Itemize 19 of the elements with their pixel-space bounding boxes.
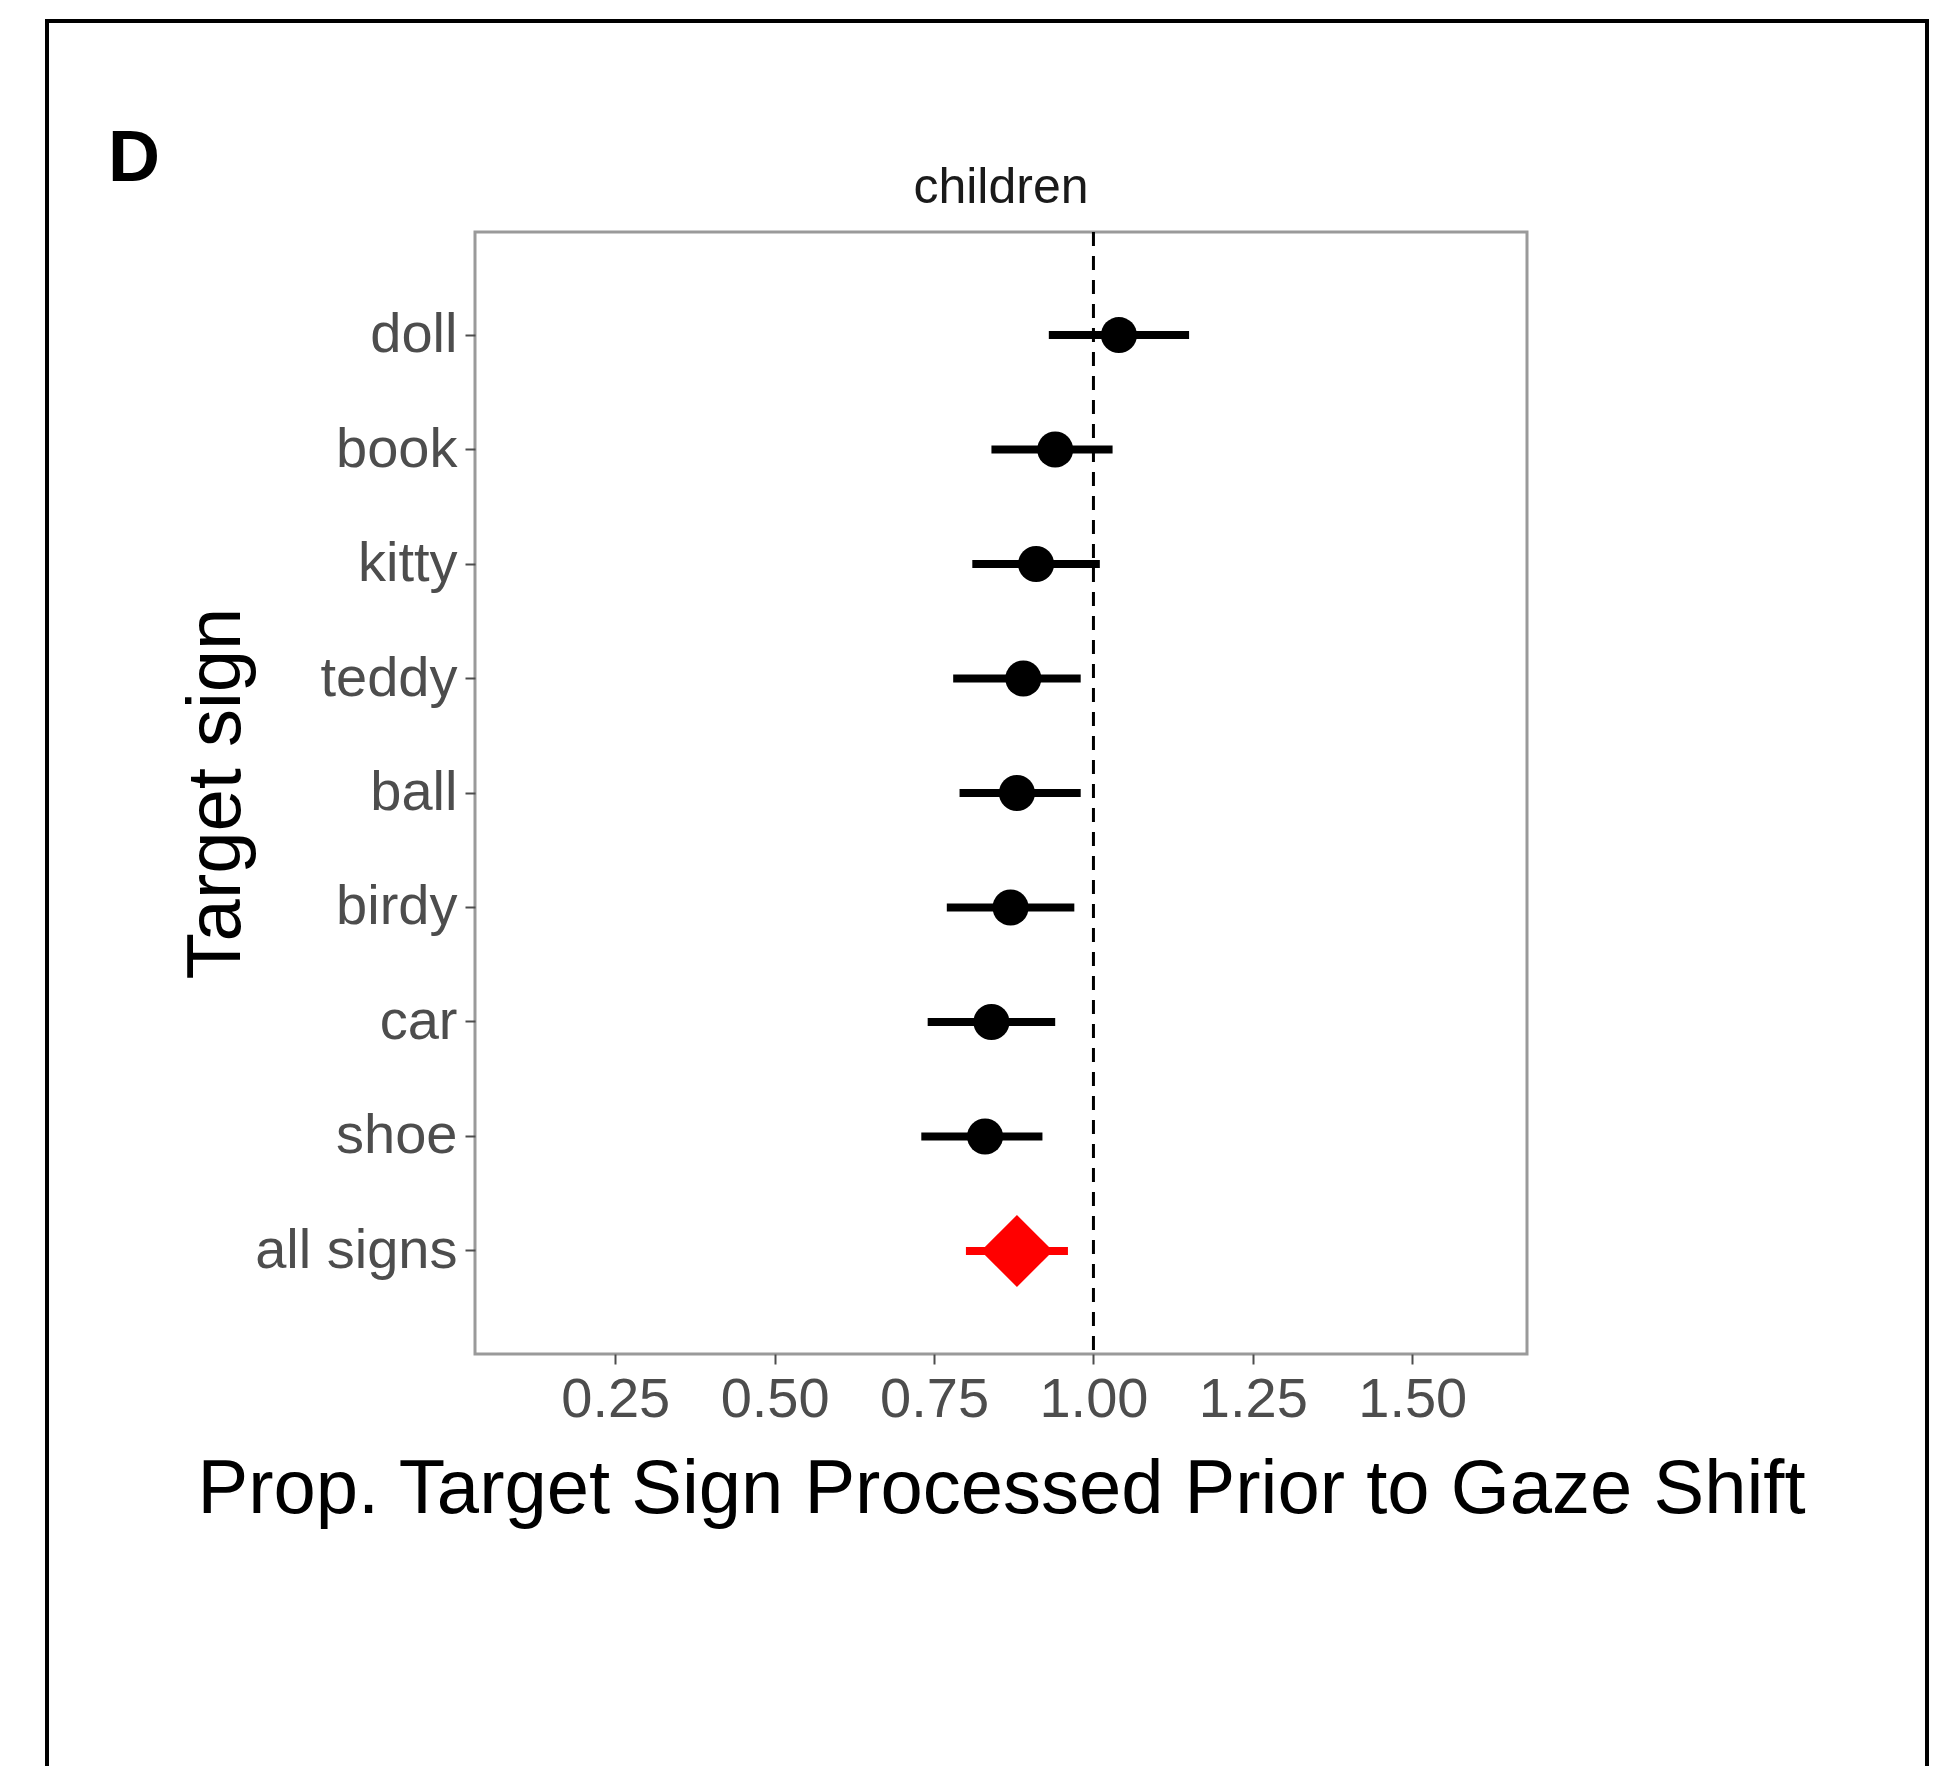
x-tick-label: 0.50 [720,1365,830,1429]
x-tick-label: 0.75 [880,1365,990,1429]
text: D [108,115,160,197]
y-tick-label: teddy [320,644,458,708]
x-tick-label: 1.25 [1198,1365,1308,1429]
y-tick-label: shoe [336,1102,458,1166]
y-tick-label: doll [370,301,458,365]
y-tick-label: car [379,987,458,1051]
x-axis-title: Prop. Target Sign Processed Prior to Gaze Shift [197,1443,1806,1529]
y-tick-label: all signs [255,1216,458,1280]
y-tick-label: kitty [357,530,458,594]
y-tick-label: birdy [336,873,458,937]
y-tick-label: book [336,415,459,479]
x-tick-label: 0.25 [561,1365,671,1429]
x-tick-label: 1.00 [1039,1365,1149,1429]
chart-title: children [913,157,1089,214]
x-tick-label: 1.50 [1358,1365,1468,1429]
y-axis-title: Target sign [170,607,256,980]
y-tick-label: ball [370,759,458,822]
